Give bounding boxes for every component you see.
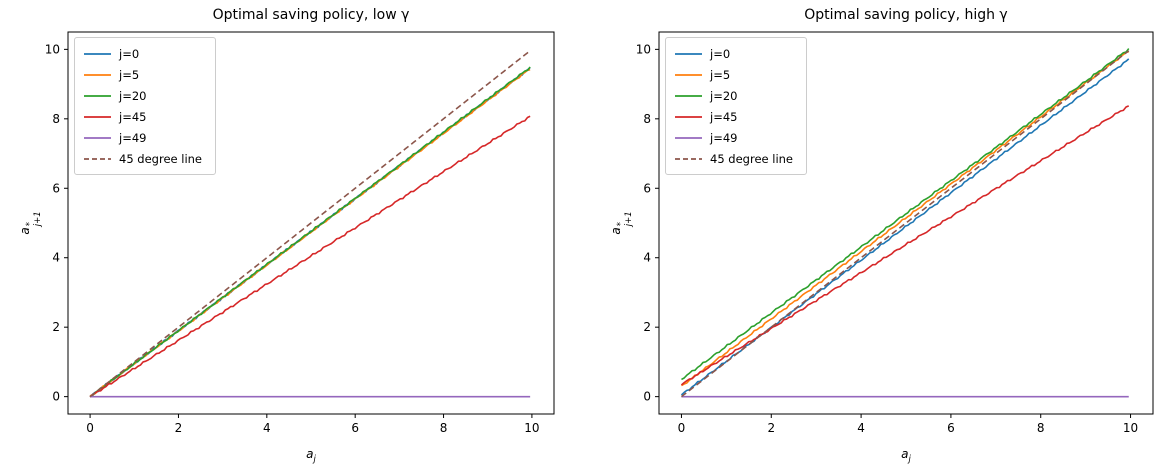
series-line-j-45 (680, 105, 1130, 386)
legend-line-sample (84, 136, 111, 139)
legend-label: j=49 (119, 130, 147, 145)
legend-label: 45 degree line (119, 151, 202, 166)
series-line-j-5 (681, 50, 1129, 387)
legend-item: j=45 (675, 106, 793, 127)
x-tick-label: 0 (678, 421, 686, 435)
x-tick-label: 8 (440, 421, 448, 435)
legend-label: j=20 (710, 88, 738, 103)
legend-label: j=5 (710, 67, 731, 82)
y-tick-label: 0 (52, 390, 60, 404)
legend-line-sample (675, 115, 702, 118)
axes-frame (67, 31, 555, 415)
plot-area-low-gamma: 0 2 4 6 8 10 0 2 4 6 8 10 (45, 31, 555, 435)
legend-label: j=0 (710, 46, 731, 61)
x-label-sub: j (908, 454, 911, 464)
y-tick-label: 2 (52, 320, 60, 334)
y-tick-label: 10 (45, 42, 60, 56)
series-line-45-degree-line (680, 50, 1130, 398)
legend-item: j=49 (675, 127, 793, 148)
y-label-base: a (17, 227, 32, 235)
chart-title: Optimal saving policy, low γ (212, 7, 410, 23)
y-label-base: a (608, 227, 623, 235)
legend-label: j=45 (119, 109, 147, 124)
x-tick-label: 2 (767, 421, 775, 435)
legend-box: j=0 j=5 j=20 j=45 j=49 45 degree line (665, 37, 807, 175)
y-label-sub: j+1 (624, 211, 634, 227)
legend-item: j=5 (84, 64, 202, 85)
axes-frame (658, 31, 1154, 415)
legend-item: j=49 (84, 127, 202, 148)
legend-line-sample (675, 136, 702, 139)
series-line-j-20 (89, 66, 531, 398)
legend-line-sample (84, 115, 111, 118)
y-tick-label: 0 (643, 390, 651, 404)
x-label-base: a (306, 446, 314, 461)
y-label-script: * j+1 (616, 211, 634, 227)
y-tick-label: 10 (636, 42, 651, 56)
legend-label: j=5 (119, 67, 140, 82)
legend-item: j=5 (675, 64, 793, 85)
legend-item: j=20 (675, 85, 793, 106)
legend-label: j=0 (119, 46, 140, 61)
legend-item: j=45 (84, 106, 202, 127)
legend-item: j=0 (84, 43, 202, 64)
chart-panel-low-gamma: 0 2 4 6 8 10 0 2 4 6 8 10 Optimal saving policy, lo… (17, 7, 555, 464)
x-tick-label: 0 (86, 421, 94, 435)
legend-line-sample (84, 157, 111, 160)
y-tick-label: 2 (643, 320, 651, 334)
y-label-script: * j+1 (25, 211, 43, 227)
legend-label: 45 degree line (710, 151, 793, 166)
x-tick-label: 6 (947, 421, 955, 435)
x-axis-label: aj (68, 447, 554, 464)
series-line-j-20 (681, 48, 1130, 381)
y-axis-label: a * j+1 (608, 211, 634, 235)
y-axis-label: a * j+1 (17, 211, 43, 235)
y-tick-label: 4 (52, 251, 60, 265)
legend-item: j=20 (84, 85, 202, 106)
legend-item: 45 degree line (675, 148, 793, 169)
series-line-45-degree-line (89, 50, 531, 398)
legend-label: j=45 (710, 109, 738, 124)
series-line-j-45 (89, 115, 531, 398)
legend-label: j=49 (710, 130, 738, 145)
legend-line-sample (675, 73, 702, 76)
y-tick-label: 8 (52, 112, 60, 126)
x-tick-label: 2 (175, 421, 183, 435)
legend-line-sample (84, 73, 111, 76)
y-tick-label: 6 (52, 181, 60, 195)
y-tick-label: 6 (643, 181, 651, 195)
x-axis-label: aj (659, 447, 1153, 464)
x-tick-label: 4 (857, 421, 865, 435)
legend-line-sample (675, 94, 702, 97)
x-label-base: a (901, 446, 909, 461)
legend-box: j=0 j=5 j=20 j=45 j=49 45 degree line (74, 37, 216, 175)
y-tick-label: 8 (643, 112, 651, 126)
x-tick-label: 8 (1037, 421, 1045, 435)
legend-line-sample (84, 52, 111, 55)
x-tick-label: 4 (263, 421, 271, 435)
x-tick-label: 6 (351, 421, 359, 435)
legend-line-sample (675, 52, 702, 55)
x-label-sub: j (313, 454, 316, 464)
plot-area-high-gamma: 0 2 4 6 8 10 0 2 4 6 8 10 (636, 31, 1154, 435)
legend-line-sample (84, 94, 111, 97)
y-label-sub: j+1 (33, 211, 43, 227)
legend-item: j=0 (675, 43, 793, 64)
legend-line-sample (675, 157, 702, 160)
chart-panel-high-gamma: 0 2 4 6 8 10 0 2 4 6 8 10 Optimal saving policy, hi… (581, 0, 1162, 472)
chart-title: Optimal saving policy, high γ (804, 7, 1008, 23)
legend-label: j=20 (119, 88, 147, 103)
x-tick-label: 10 (1123, 421, 1138, 435)
y-tick-label: 4 (643, 251, 651, 265)
x-tick-label: 10 (524, 421, 539, 435)
legend-item: 45 degree line (84, 148, 202, 169)
